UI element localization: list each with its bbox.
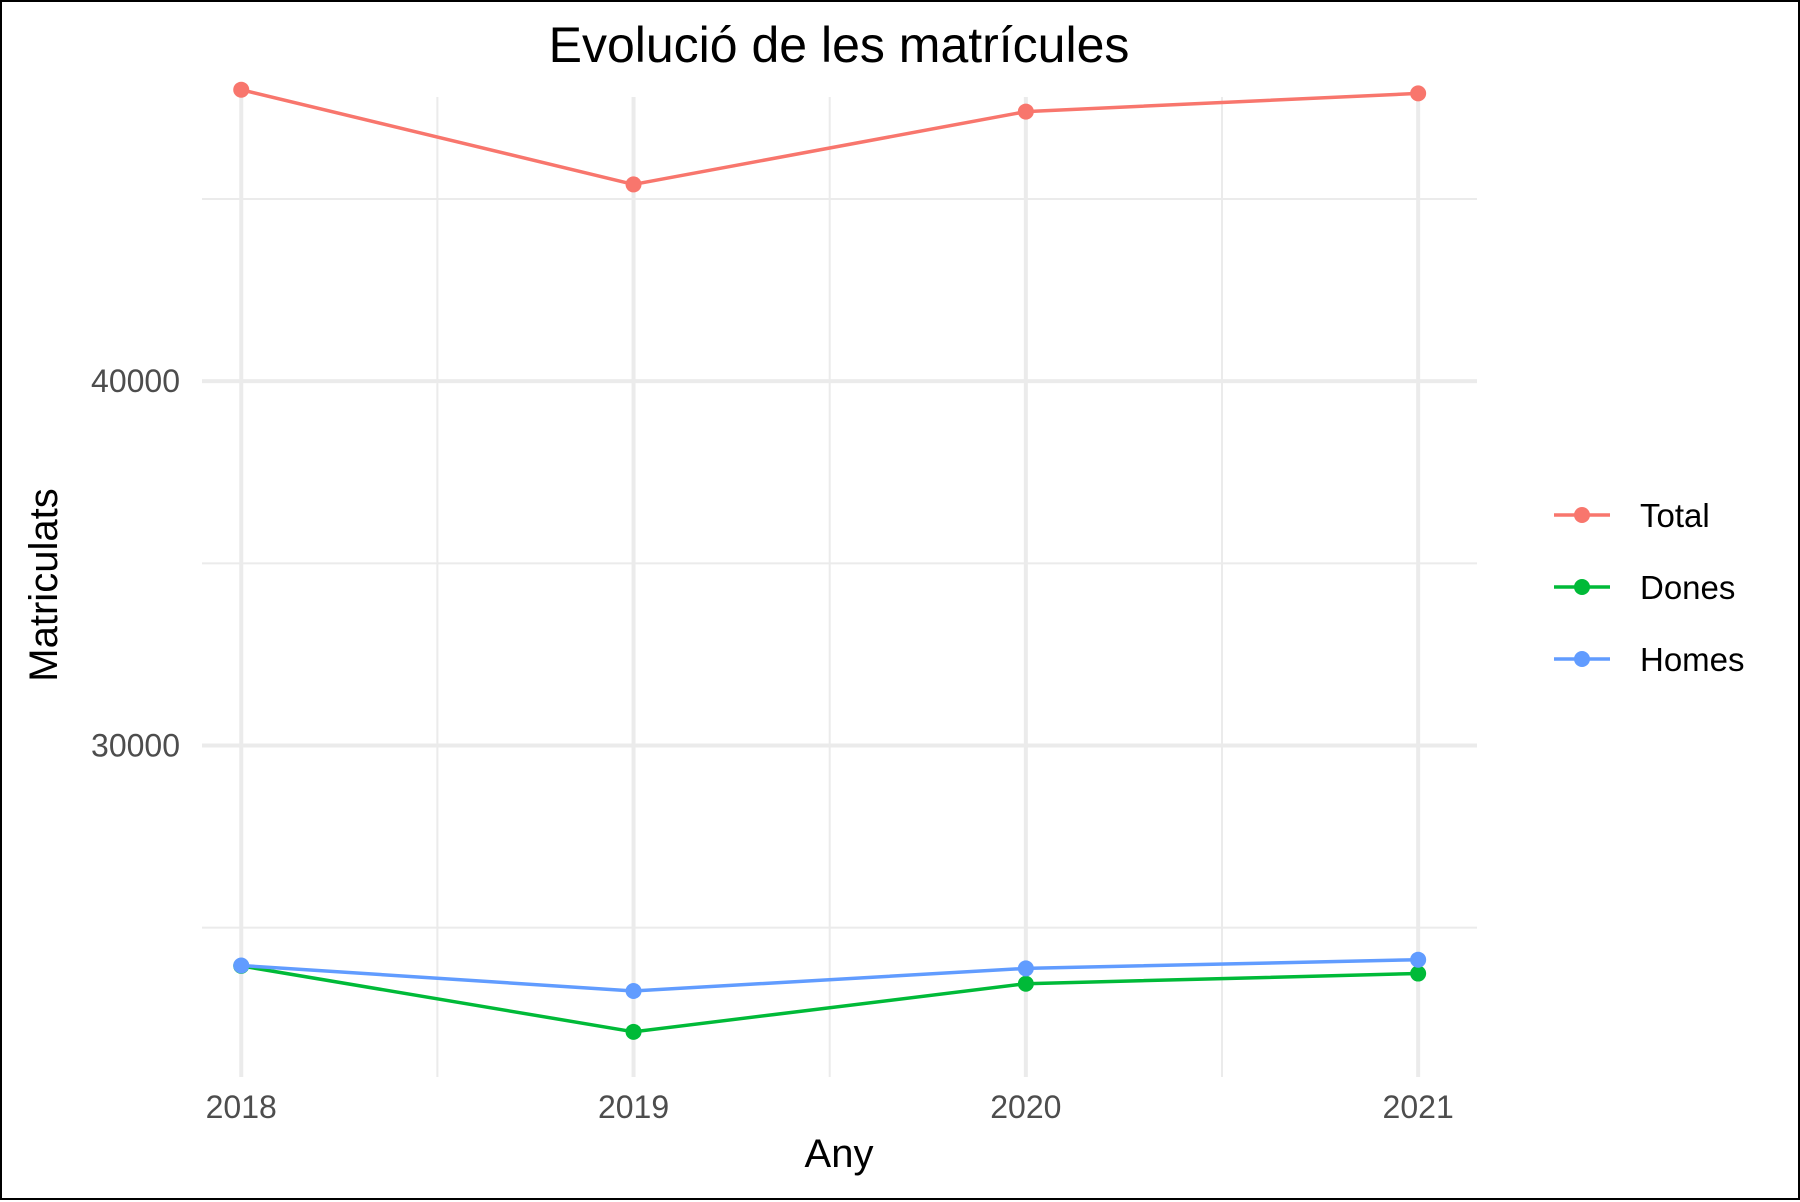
legend-label-dones: Dones: [1640, 569, 1735, 606]
x-axis-title: Any: [805, 1132, 874, 1176]
data-point-dones: [1410, 965, 1427, 982]
grid-lines: [202, 97, 1477, 1077]
data-point-homes: [233, 957, 250, 974]
x-tick-label: 2020: [990, 1089, 1061, 1125]
data-point-total: [1017, 103, 1034, 120]
data-point-dones: [1017, 975, 1034, 992]
data-point-total: [625, 176, 642, 193]
legend-label-homes: Homes: [1640, 641, 1745, 678]
axes: Evolució de les matrícules Any Matricula…: [22, 17, 1454, 1176]
x-tick-label: 2021: [1383, 1089, 1454, 1125]
data-point-dones: [625, 1023, 642, 1040]
series-line-dones: [240, 964, 1419, 1034]
y-tick-label: 30000: [91, 727, 180, 763]
legend-point-homes: [1574, 651, 1590, 667]
y-axis-title: Matriculats: [22, 488, 66, 681]
data-point-homes: [625, 983, 642, 1000]
chart-title: Evolució de les matrícules: [549, 17, 1130, 73]
data-point-homes: [1017, 960, 1034, 977]
x-tick-label: 2019: [598, 1089, 669, 1125]
series-line-homes: [241, 957, 1419, 993]
data-point-total: [1410, 85, 1427, 102]
series-line-total: [240, 87, 1419, 187]
legend: Total Dones Homes: [1554, 497, 1745, 678]
y-tick-label: 40000: [91, 363, 180, 399]
legend-point-dones: [1574, 579, 1590, 595]
legend-point-total: [1574, 507, 1590, 523]
series-lines: [233, 81, 1427, 1040]
data-point-total: [233, 81, 250, 98]
x-tick-label: 2018: [206, 1089, 277, 1125]
data-point-homes: [1410, 951, 1427, 968]
legend-label-total: Total: [1640, 497, 1710, 534]
